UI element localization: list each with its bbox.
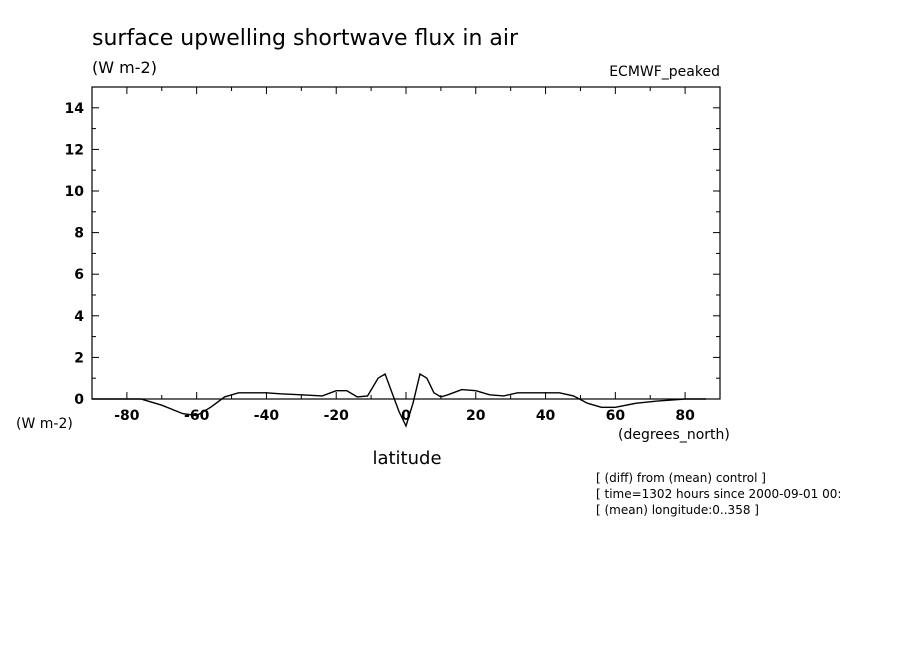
x-tick-label: -40 (254, 408, 280, 424)
x-tick-label: 0 (401, 408, 411, 424)
x-ticks: -80 -60 -40 -20 0 20 40 60 80 (91, 87, 721, 424)
x-units: (degrees_north) (618, 427, 730, 443)
model-label: ECMWF_peaked (609, 64, 720, 80)
plot-frame (91, 86, 721, 400)
x-tick-label: 80 (675, 408, 695, 424)
series-line (92, 372, 706, 428)
x-tick-label: -20 (324, 408, 350, 424)
y-ticks: 0 2 4 6 8 10 12 14 (65, 86, 720, 408)
note-longitude: [ (mean) longitude:0..358 ] (596, 503, 759, 517)
y-tick-label: 12 (65, 142, 84, 158)
y-tick-label: 2 (74, 350, 84, 366)
y-tick-label: 4 (74, 309, 84, 325)
y-units-top: (W m-2) (92, 58, 157, 77)
axes (91, 86, 721, 400)
chart-title: surface upwelling shortwave flux in air (92, 26, 519, 51)
y-tick-label: 0 (74, 392, 84, 408)
x-axis-label: latitude (372, 448, 441, 469)
y-tick-label: 10 (65, 184, 85, 200)
y-tick-label: 6 (74, 267, 84, 283)
y-units-left: (W m-2) (16, 416, 73, 432)
y-tick-label: 14 (65, 101, 85, 117)
x-tick-label: -80 (114, 408, 140, 424)
y-tick-label: 8 (74, 226, 84, 242)
x-tick-label: 40 (536, 408, 556, 424)
x-tick-label: 60 (606, 408, 626, 424)
x-tick-label: 20 (466, 408, 486, 424)
note-diff: [ (diff) from (mean) control ] (596, 471, 766, 485)
note-time: [ time=1302 hours since 2000-09-01 00: (596, 487, 842, 501)
